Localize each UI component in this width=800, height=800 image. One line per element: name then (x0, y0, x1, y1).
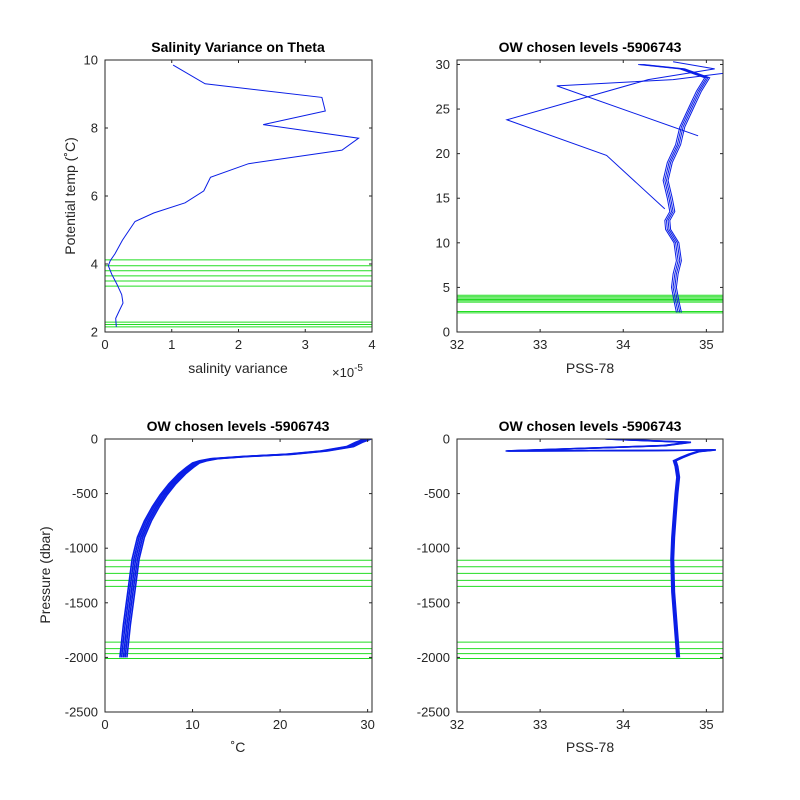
y-tick-label: 5 (443, 280, 450, 295)
y-tick-label: -1500 (417, 595, 450, 610)
y-tick-label: 25 (436, 102, 450, 117)
x-tick-label: 32 (450, 337, 464, 352)
panel-salinity-theta: OW chosen levels -5906743 32 33 34 35 0 5 10 15… (436, 39, 724, 376)
x-tick-label: 34 (616, 717, 630, 732)
y-tick-label: -2000 (417, 650, 450, 665)
x-tick-label: 34 (616, 337, 630, 352)
panel-salinity-variance: Salinity Variance on Theta 0 1 2 3 4 2 4 6 8 10 s… (62, 39, 376, 380)
y-tick-label: 2 (91, 325, 98, 340)
plot-area (457, 439, 723, 659)
y-tick-label: 10 (436, 235, 450, 250)
x-tick-label: 0 (101, 717, 108, 732)
y-tick-label: -2500 (65, 705, 98, 720)
y-tick-label: -2500 (417, 705, 450, 720)
profile-line (505, 439, 714, 658)
y-tick-label: -1000 (417, 541, 450, 556)
profile-line (638, 64, 706, 313)
y-tick-label: 0 (443, 325, 450, 340)
profile-line (508, 439, 716, 658)
plot-area (457, 61, 723, 314)
x-tick-label: 0 (101, 337, 108, 352)
profile-line (126, 439, 372, 658)
axes-frame (104, 438, 373, 713)
x-tick-label: 32 (450, 717, 464, 732)
profile-line (506, 439, 715, 658)
y-axis-label: Potential temp (˚C) (62, 137, 78, 254)
x-axis-label: ˚C (231, 739, 246, 755)
x-axis-label: PSS-78 (566, 739, 614, 755)
x-tick-label: 35 (699, 337, 713, 352)
x-tick-label: 35 (699, 717, 713, 732)
x-tick-label: 1 (168, 337, 175, 352)
x-axis-exponent: ×10-5 (332, 363, 363, 380)
y-tick-label: 15 (436, 191, 450, 206)
x-tick-label: 20 (273, 717, 287, 732)
y-tick-label: 0 (91, 432, 98, 447)
profile-line (556, 72, 723, 137)
chart-title: Salinity Variance on Theta (151, 39, 325, 55)
x-tick-label: 2 (235, 337, 242, 352)
y-tick-label: 30 (436, 57, 450, 72)
x-tick-label: 3 (302, 337, 309, 352)
plot-area (105, 439, 372, 659)
profile-line (107, 64, 360, 327)
y-tick-label: 4 (91, 257, 98, 272)
panel-temperature-pressure: OW chosen levels -5906743 0 10 20 30 -2500 -2… (37, 418, 375, 755)
x-axis-label: salinity variance (188, 360, 288, 376)
y-tick-label: 0 (443, 432, 450, 447)
axes-frame (456, 59, 724, 333)
y-tick-label: -1000 (65, 541, 98, 556)
panel-salinity-pressure: OW chosen levels -5906743 32 33 34 35 -2500 -… (417, 418, 724, 755)
chart-title: OW chosen levels -5906743 (499, 39, 682, 55)
x-axis-label: PSS-78 (566, 360, 614, 376)
y-tick-label: -500 (72, 486, 98, 501)
y-tick-label: -500 (424, 486, 450, 501)
y-tick-label: -1500 (65, 595, 98, 610)
x-tick-label: 33 (533, 337, 547, 352)
chart-title: OW chosen levels -5906743 (499, 418, 682, 434)
x-tick-label: 33 (533, 717, 547, 732)
x-tick-label: 30 (360, 717, 374, 732)
y-tick-label: 20 (436, 146, 450, 161)
y-tick-label: 8 (91, 121, 98, 136)
exponent-power: -5 (354, 363, 363, 374)
plot-area (105, 64, 372, 328)
y-tick-label: 6 (91, 189, 98, 204)
axes-frame (456, 438, 724, 713)
y-axis-label: Pressure (dbar) (37, 526, 53, 623)
y-tick-label: 10 (84, 53, 98, 68)
chart-title: OW chosen levels -5906743 (147, 418, 330, 434)
profile-line (643, 64, 711, 313)
profile-line (641, 64, 709, 313)
profile-line (639, 64, 708, 313)
x-tick-label: 10 (185, 717, 199, 732)
y-tick-label: -2000 (65, 650, 98, 665)
profile-line (505, 61, 715, 210)
exponent-base: ×10 (332, 365, 354, 380)
x-tick-label: 4 (368, 337, 375, 352)
